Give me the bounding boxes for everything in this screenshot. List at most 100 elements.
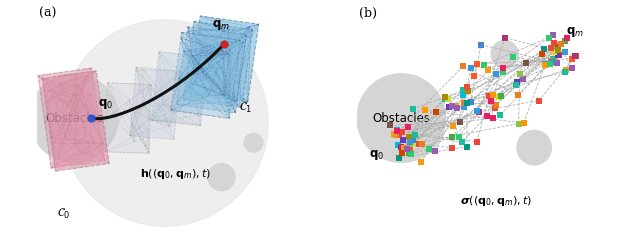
- Point: [479, 63, 490, 67]
- Point: [472, 62, 482, 66]
- Polygon shape: [130, 67, 180, 139]
- Point: [454, 136, 464, 139]
- Point: [452, 106, 462, 110]
- Point: [552, 61, 562, 65]
- Point: [486, 99, 496, 103]
- Circle shape: [357, 74, 445, 162]
- Text: $\mathcal{C}_1$: $\mathcal{C}_1$: [239, 101, 252, 115]
- Point: [560, 39, 570, 43]
- Circle shape: [517, 130, 551, 165]
- Point: [398, 146, 408, 150]
- Text: $\mathbf{q}_m$: $\mathbf{q}_m$: [212, 18, 230, 32]
- Point: [556, 42, 566, 46]
- Text: (b): (b): [360, 7, 378, 20]
- Point: [559, 50, 570, 54]
- Point: [554, 48, 564, 52]
- Point: [472, 140, 482, 144]
- Text: $\mathbf{q}_m$: $\mathbf{q}_m$: [566, 25, 584, 39]
- Circle shape: [61, 20, 268, 226]
- Text: $\mathbf{q}_0$: $\mathbf{q}_0$: [369, 148, 385, 162]
- Point: [549, 41, 559, 45]
- Point: [397, 130, 407, 134]
- Point: [414, 142, 424, 146]
- Point: [408, 107, 418, 111]
- Point: [390, 133, 401, 137]
- Text: $\mathbf{h}\left(\left(\mathbf{q}_0, \mathbf{q}_m\right), t\right)$: $\mathbf{h}\left(\left(\mathbf{q}_0, \ma…: [140, 167, 212, 181]
- Point: [562, 36, 572, 40]
- Point: [462, 145, 472, 149]
- Point: [534, 99, 544, 103]
- Point: [488, 93, 498, 97]
- Point: [566, 66, 577, 70]
- Point: [521, 61, 531, 65]
- Text: Obstacles: Obstacles: [45, 112, 103, 124]
- Point: [392, 129, 403, 133]
- Point: [219, 42, 229, 46]
- Point: [455, 120, 465, 124]
- Point: [513, 122, 524, 125]
- Point: [458, 88, 468, 92]
- Point: [447, 104, 457, 108]
- Polygon shape: [38, 68, 105, 168]
- Point: [440, 95, 450, 99]
- Point: [538, 47, 548, 51]
- Text: $\boldsymbol{\sigma}\left(\left(\mathbf{q}_0, \mathbf{q}_m\right), t\right)$: $\boldsymbol{\sigma}\left(\left(\mathbf{…: [460, 194, 532, 208]
- Point: [537, 52, 547, 56]
- Point: [511, 83, 521, 87]
- Circle shape: [244, 133, 263, 152]
- Point: [515, 73, 525, 77]
- Point: [498, 66, 508, 70]
- Point: [549, 50, 559, 54]
- Circle shape: [29, 74, 118, 162]
- Point: [550, 47, 560, 51]
- Point: [550, 58, 561, 62]
- Point: [491, 103, 501, 107]
- Point: [389, 132, 399, 136]
- Point: [500, 36, 511, 40]
- Point: [488, 116, 499, 120]
- Point: [458, 92, 468, 96]
- Point: [463, 89, 474, 93]
- Point: [513, 93, 524, 97]
- Polygon shape: [152, 52, 208, 125]
- Text: $\mathbf{q}_0$: $\mathbf{q}_0$: [99, 97, 114, 111]
- Point: [394, 133, 404, 137]
- Text: (a): (a): [40, 7, 57, 20]
- Point: [394, 156, 404, 160]
- Polygon shape: [43, 71, 109, 171]
- Point: [571, 54, 581, 58]
- Text: $\mathcal{C}_0$: $\mathcal{C}_0$: [57, 206, 70, 221]
- Point: [403, 125, 413, 129]
- Point: [404, 140, 415, 144]
- Point: [518, 77, 528, 81]
- Point: [394, 143, 404, 147]
- Point: [458, 64, 468, 68]
- Point: [86, 116, 96, 120]
- Point: [461, 101, 472, 105]
- Point: [474, 109, 484, 113]
- Point: [483, 68, 493, 72]
- Point: [398, 138, 408, 142]
- Polygon shape: [183, 21, 253, 108]
- Point: [481, 114, 492, 118]
- Point: [440, 97, 451, 101]
- Point: [448, 124, 458, 128]
- Point: [491, 72, 501, 76]
- Point: [484, 94, 494, 98]
- Point: [416, 160, 426, 164]
- Point: [424, 147, 435, 151]
- Point: [472, 109, 482, 113]
- Point: [385, 123, 396, 127]
- Point: [547, 60, 557, 64]
- Point: [442, 96, 452, 100]
- Point: [494, 95, 504, 99]
- Circle shape: [208, 164, 235, 191]
- Point: [553, 46, 563, 49]
- Point: [547, 58, 557, 62]
- Polygon shape: [189, 16, 259, 102]
- Polygon shape: [105, 83, 151, 153]
- Polygon shape: [171, 32, 240, 118]
- Point: [490, 106, 500, 110]
- Point: [406, 152, 417, 156]
- Point: [495, 113, 506, 117]
